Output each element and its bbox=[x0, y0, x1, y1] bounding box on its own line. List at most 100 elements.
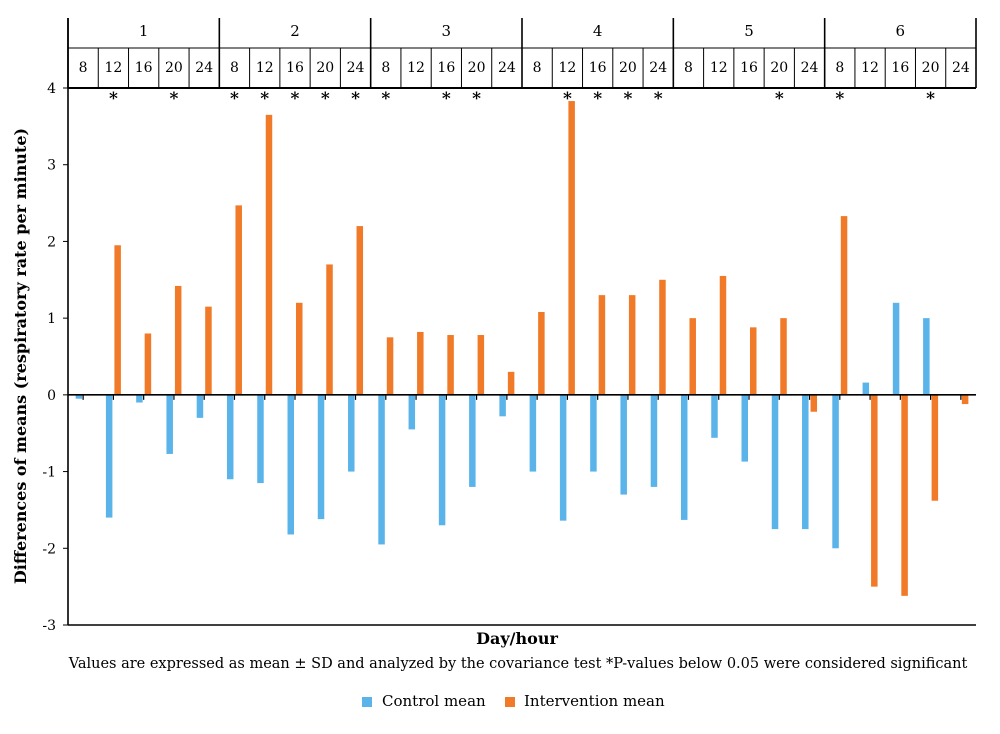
intervention-bar bbox=[538, 312, 545, 395]
day-label: 2 bbox=[290, 22, 300, 40]
hour-label: 20 bbox=[165, 60, 183, 76]
intervention-bar bbox=[114, 245, 121, 395]
control-bar bbox=[287, 394, 294, 535]
control-bar bbox=[923, 318, 930, 395]
y-tick-label: 0 bbox=[47, 388, 56, 404]
y-tick-label: -2 bbox=[42, 541, 56, 557]
hour-label: 8 bbox=[533, 60, 542, 76]
control-bar bbox=[529, 394, 537, 472]
hour-label: 16 bbox=[891, 60, 909, 76]
control-bar bbox=[226, 394, 234, 480]
intervention-bar bbox=[235, 205, 242, 395]
intervention-bar bbox=[719, 275, 727, 395]
significance-asterisk: * bbox=[563, 89, 572, 109]
intervention-bar bbox=[507, 371, 515, 395]
y-tick-label: 2 bbox=[47, 234, 56, 250]
hour-label: 8 bbox=[230, 60, 239, 76]
intervention-bar bbox=[931, 394, 939, 501]
y-tick-label: 1 bbox=[47, 311, 56, 327]
significance-asterisk: * bbox=[623, 89, 632, 109]
significance-asterisk: * bbox=[442, 89, 451, 109]
control-bar bbox=[378, 394, 385, 545]
hour-label: 24 bbox=[801, 60, 819, 76]
intervention-bar bbox=[961, 394, 969, 405]
hour-label: 12 bbox=[256, 60, 274, 76]
hour-label: 12 bbox=[104, 60, 122, 76]
control-bar bbox=[771, 394, 779, 530]
intervention-bar bbox=[810, 394, 818, 412]
hour-label: 12 bbox=[407, 60, 425, 76]
legend-swatch-control bbox=[362, 697, 372, 707]
hour-label: 24 bbox=[195, 60, 213, 76]
hour-label: 8 bbox=[835, 60, 844, 76]
significance-asterisk: * bbox=[381, 89, 390, 109]
significance-asterisk: * bbox=[291, 89, 300, 109]
hour-label: 24 bbox=[498, 60, 516, 76]
hour-label: 16 bbox=[437, 60, 455, 76]
legend-swatch-intervention bbox=[505, 697, 515, 707]
control-bar bbox=[559, 394, 567, 521]
significance-asterisk: * bbox=[321, 89, 330, 109]
control-bar bbox=[257, 394, 264, 484]
significance-asterisk: * bbox=[593, 89, 602, 109]
legend: Control mean Intervention mean bbox=[362, 692, 665, 710]
hour-label: 20 bbox=[619, 60, 637, 76]
y-tick-label: -3 bbox=[42, 618, 56, 634]
intervention-bar bbox=[780, 318, 787, 395]
hour-label: 16 bbox=[740, 60, 758, 76]
hour-label: 20 bbox=[922, 60, 940, 76]
control-bar bbox=[136, 394, 143, 403]
intervention-bar bbox=[689, 318, 696, 395]
control-bar bbox=[862, 382, 870, 395]
intervention-bar bbox=[205, 306, 212, 395]
hour-label: 8 bbox=[79, 60, 88, 76]
intervention-bar bbox=[750, 327, 757, 395]
control-bar bbox=[348, 394, 355, 472]
significance-asterisk: * bbox=[351, 89, 360, 109]
significance-asterisk: * bbox=[109, 89, 118, 109]
control-bar bbox=[499, 394, 506, 417]
hour-label: 12 bbox=[558, 60, 576, 76]
control-bar bbox=[620, 394, 627, 495]
control-bar bbox=[469, 394, 476, 487]
hour-label: 24 bbox=[649, 60, 667, 76]
day-label: 1 bbox=[139, 22, 149, 40]
intervention-bar bbox=[628, 295, 636, 395]
control-bar bbox=[711, 394, 718, 438]
significance-asterisk: * bbox=[169, 89, 178, 109]
control-bar bbox=[75, 394, 83, 399]
intervention-bar bbox=[840, 216, 848, 395]
significance-asterisk: * bbox=[472, 89, 481, 109]
y-axis: 4 3 2 1 0 -1 -2 -3 bbox=[42, 81, 68, 634]
hour-label: 20 bbox=[316, 60, 334, 76]
intervention-bar bbox=[356, 226, 364, 395]
x-axis-label: Day/hour bbox=[476, 629, 558, 648]
legend-label-control: Control mean bbox=[382, 692, 486, 710]
hour-label: 20 bbox=[770, 60, 788, 76]
intervention-bar bbox=[326, 264, 333, 395]
y-tick-label: 3 bbox=[47, 158, 56, 174]
hour-label: 16 bbox=[589, 60, 607, 76]
control-bar bbox=[317, 394, 325, 520]
day-label: 5 bbox=[744, 22, 754, 40]
hour-label: 24 bbox=[952, 60, 970, 76]
significance-asterisk: * bbox=[775, 89, 784, 109]
y-tick-label: -1 bbox=[42, 465, 56, 481]
intervention-bar bbox=[598, 295, 606, 395]
control-bar bbox=[892, 302, 900, 395]
footnote: Values are expressed as mean ± SD and an… bbox=[68, 656, 968, 672]
control-bar bbox=[741, 394, 748, 462]
control-bar bbox=[650, 394, 658, 487]
significance-asterisk: * bbox=[230, 89, 239, 109]
bars bbox=[75, 101, 969, 596]
intervention-bar bbox=[296, 302, 303, 395]
day-label: 4 bbox=[593, 22, 603, 40]
day-label: 3 bbox=[442, 22, 452, 40]
hour-label: 16 bbox=[135, 60, 153, 76]
significance-asterisk: * bbox=[926, 89, 935, 109]
significance-asterisk: * bbox=[260, 89, 269, 109]
intervention-bar bbox=[477, 335, 485, 395]
intervention-bar bbox=[144, 333, 152, 395]
